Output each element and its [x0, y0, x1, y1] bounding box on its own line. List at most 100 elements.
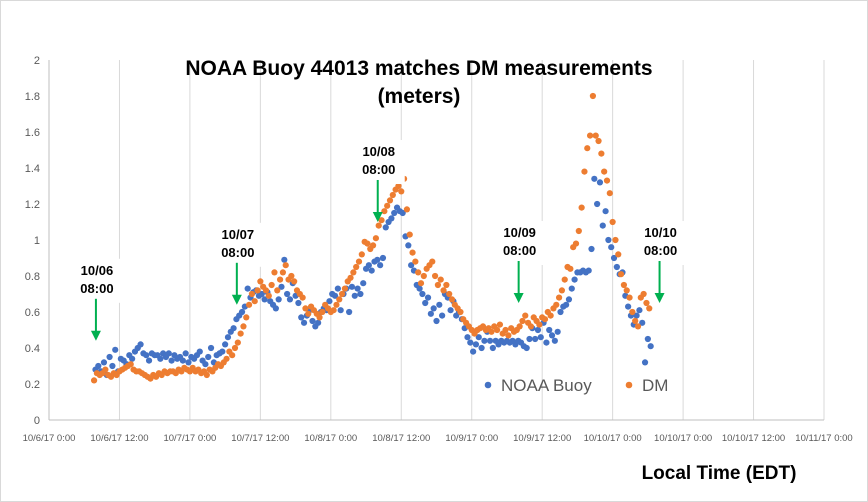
x-tick-label: 10/7/17 0:00 — [163, 433, 216, 444]
legend-marker-noaa-buoy — [484, 381, 492, 389]
dm-point — [519, 317, 526, 325]
noaa-buoy-point — [568, 285, 575, 292]
dm-point — [245, 301, 253, 308]
dm-point — [203, 371, 210, 379]
noaa-buoy-point — [424, 294, 432, 301]
noaa-buoy-point — [388, 215, 395, 222]
noaa-buoy-point — [408, 262, 415, 269]
dm-point — [595, 137, 602, 145]
annotations: 10/06 08:00 10/07 08:00 10/08 08:00 10/09 08:00… — [70, 140, 687, 341]
dm-point — [288, 272, 295, 280]
noaa-buoy-point — [244, 285, 251, 292]
dm-point — [623, 287, 630, 294]
noaa-buoy-point — [326, 298, 333, 305]
dm-point — [586, 132, 594, 139]
dm-point — [350, 269, 357, 276]
dm-point — [440, 287, 447, 294]
dm-point — [626, 294, 633, 301]
chart-title-line1: NOAA Buoy 44013 matches DM measurements — [185, 57, 652, 80]
noaa-buoy-point — [258, 290, 265, 298]
noaa-buoy-point — [430, 305, 437, 312]
noaa-buoy-point — [599, 222, 606, 229]
noaa-buoy-point — [224, 334, 232, 341]
dm-point — [640, 290, 647, 298]
dm-point — [505, 332, 512, 339]
noaa-buoy-point — [95, 362, 102, 370]
noaa-buoy-point — [337, 307, 344, 314]
annotation-label-box — [70, 258, 123, 303]
dm-point — [609, 218, 616, 226]
noaa-buoy-point — [295, 299, 302, 307]
dm-point — [606, 190, 613, 197]
dm-point — [448, 296, 456, 303]
y-tick-label: 0.6 — [25, 307, 40, 319]
dm-point — [522, 312, 529, 319]
noaa-buoy-point — [585, 267, 592, 274]
noaa-buoy-point — [219, 348, 226, 355]
dm-point — [575, 227, 582, 235]
dm-point — [389, 191, 396, 199]
dm-point — [90, 377, 98, 384]
dm-point — [412, 258, 419, 265]
noaa-buoy-point — [427, 310, 434, 317]
y-tick-label: 1.2 — [25, 199, 40, 211]
noaa-buoy-point — [563, 301, 570, 308]
annotation-arrow-head — [372, 212, 383, 222]
noaa-buoy-point — [286, 296, 294, 303]
noaa-buoy-point — [613, 263, 620, 271]
noaa-buoy-point — [205, 353, 212, 361]
noaa-buoy-point — [641, 359, 649, 366]
noaa-buoy-point — [300, 319, 308, 326]
noaa-buoy-point — [100, 359, 108, 366]
annotation-date: 10/10 — [644, 225, 677, 240]
x-tick-label: 10/9/17 0:00 — [445, 433, 498, 444]
tick-labels: 10/6/17 0:00 10/6/17 12:00 10/7/17 0:00 10/… — [23, 55, 853, 444]
noaa-buoy-point — [534, 326, 542, 334]
noaa-buoy-point — [346, 308, 353, 316]
noaa-buoy-point — [486, 337, 494, 344]
noaa-buoy-point — [548, 332, 556, 339]
dm-point — [603, 177, 611, 184]
dm-point — [434, 281, 442, 289]
noaa-buoy-point — [365, 262, 372, 269]
noaa-buoy-point — [145, 357, 153, 364]
y-tick-label: 1 — [34, 235, 40, 247]
noaa-buoy-point — [554, 328, 561, 335]
dm-point — [592, 132, 599, 139]
dm-point — [240, 323, 247, 330]
x-tick-label: 10/10/17 12:00 — [722, 433, 785, 444]
noaa-buoy-point — [481, 337, 488, 344]
noaa-buoy-point — [196, 348, 203, 355]
noaa-buoy-point — [112, 346, 119, 353]
dm-point — [502, 326, 509, 334]
dm-point — [279, 269, 287, 276]
noaa-buoy-point — [596, 179, 604, 186]
y-tick-label: 2 — [34, 55, 40, 67]
dm-point — [437, 276, 444, 283]
noaa-buoy-point — [275, 296, 282, 303]
noaa-buoy-point — [168, 357, 175, 364]
annotation-arrow-head — [231, 294, 242, 305]
dm-point — [231, 344, 239, 352]
dm-point — [364, 240, 371, 247]
dm-point — [398, 188, 405, 195]
noaa-buoy-point — [608, 244, 615, 251]
noaa-buoy-point — [526, 335, 533, 343]
noaa-buoy-point — [594, 200, 601, 208]
noaa-buoy-point — [284, 290, 291, 298]
dm-point — [102, 366, 109, 373]
noaa-buoy-point — [261, 296, 268, 303]
noaa-buoy-point — [472, 341, 480, 348]
dm-point — [420, 272, 427, 280]
dm-point — [589, 92, 597, 100]
x-tick-label: 10/11/17 0:00 — [795, 433, 852, 444]
x-tick-label: 10/8/17 12:00 — [372, 433, 430, 444]
noaa-buoy-point — [315, 319, 322, 326]
dm-point — [341, 285, 349, 292]
dm-point — [457, 308, 464, 316]
dm-point — [634, 323, 642, 330]
dm-point — [248, 290, 256, 298]
dm-point — [620, 281, 628, 289]
